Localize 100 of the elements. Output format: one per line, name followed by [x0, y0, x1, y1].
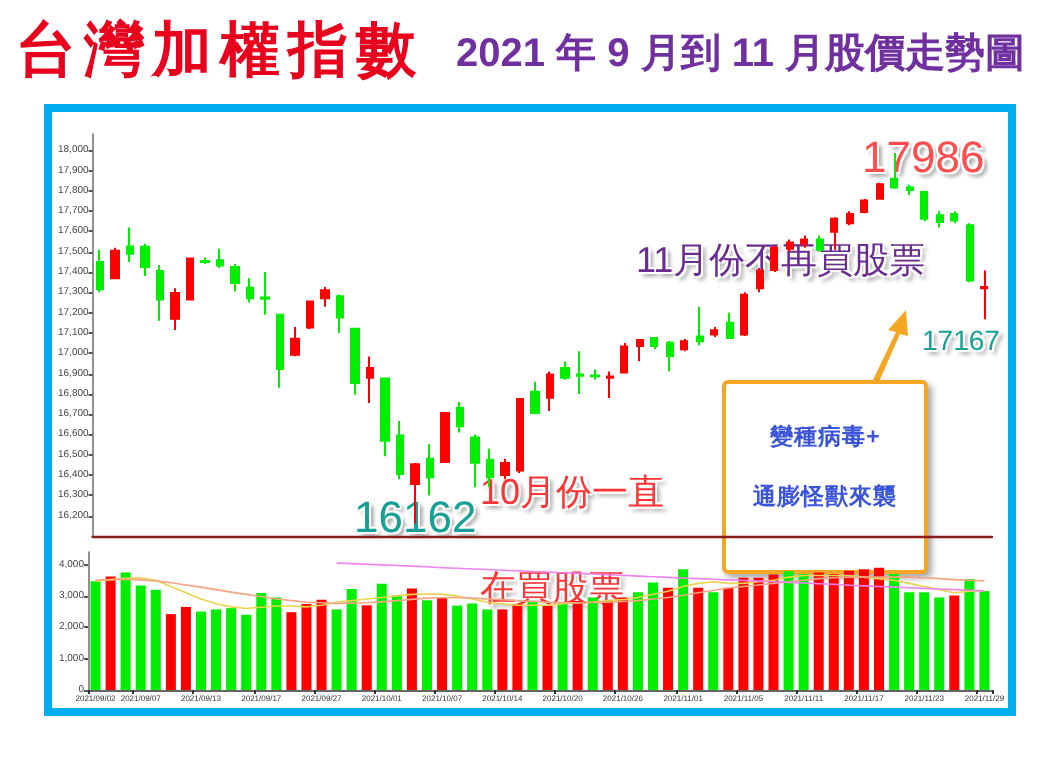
candlestick: [396, 419, 404, 481]
candlestick: [876, 181, 884, 200]
candlestick: [350, 326, 360, 396]
candlestick: [936, 210, 944, 229]
candlestick: [516, 396, 524, 475]
bar: [120, 572, 131, 690]
bar: [90, 581, 101, 690]
bar: [196, 611, 206, 690]
bar: [632, 592, 643, 690]
bar: [874, 567, 884, 690]
candlestick: [590, 368, 600, 381]
bar: [572, 600, 583, 690]
candlestick: [636, 338, 644, 363]
candlestick: [860, 197, 868, 215]
bar: [557, 604, 568, 690]
bar: [919, 592, 930, 690]
bar: [211, 609, 222, 690]
bar: [738, 577, 749, 690]
chart-title: 台灣加權指數: [16, 16, 424, 88]
bar: [226, 608, 237, 690]
candlestick: [126, 226, 134, 263]
candlestick: [680, 338, 688, 353]
bar: [422, 600, 432, 690]
bar: [858, 569, 869, 690]
bar: [376, 583, 387, 690]
bar: [828, 573, 839, 690]
bar: [316, 599, 327, 690]
candlestick: [366, 355, 374, 405]
candlestick: [980, 269, 988, 321]
bar: [693, 587, 704, 690]
candlestick: [170, 287, 180, 331]
candlestick: [246, 277, 254, 304]
bar: [964, 578, 975, 690]
bar: [949, 595, 960, 690]
candlestick: [186, 256, 194, 302]
bar: [452, 605, 463, 690]
bar: [482, 609, 493, 690]
candlestick: [666, 340, 674, 373]
bar: [180, 606, 191, 690]
candlestick: [290, 325, 300, 358]
bar: [708, 592, 719, 690]
candlestick: [500, 457, 510, 481]
candlestick: [440, 411, 450, 464]
bar: [361, 605, 372, 690]
bar: [889, 573, 900, 690]
candlestick: [200, 256, 210, 265]
annotation: 變種病毒+: [768, 422, 882, 454]
candlestick: [966, 222, 974, 284]
candlestick: [276, 312, 284, 389]
bar: [768, 574, 779, 690]
bar: [723, 587, 734, 690]
candlestick: [470, 433, 480, 489]
candlestick: [96, 248, 104, 294]
candlestick: [560, 360, 570, 381]
bar: [331, 609, 342, 690]
candlestick: [620, 342, 628, 375]
candlestick: [320, 285, 330, 308]
candlestick: [140, 242, 150, 278]
candlestick: [906, 183, 914, 196]
candlestick: [306, 299, 314, 330]
bar: [678, 569, 689, 690]
bar: [346, 589, 357, 690]
bar: [467, 603, 478, 690]
annotation: 16162: [354, 492, 477, 542]
candlestick: [156, 263, 164, 322]
annotation: 17986: [862, 132, 985, 182]
bar: [437, 597, 448, 690]
bar: [241, 614, 252, 690]
bar: [934, 597, 945, 690]
candlestick: [710, 325, 718, 339]
bar: [648, 582, 658, 690]
candlestick: [380, 376, 390, 458]
bar: [271, 597, 282, 690]
candlestick: [606, 370, 614, 399]
candlestick: [260, 271, 270, 316]
bar: [256, 593, 267, 690]
candlestick: [576, 350, 584, 395]
bar: [813, 572, 824, 690]
bar: [843, 570, 854, 690]
bar: [135, 585, 146, 690]
candlestick: [426, 443, 434, 497]
bar: [391, 595, 402, 690]
bar: [783, 571, 794, 690]
candlestick: [846, 210, 854, 227]
candlestick: [336, 293, 344, 334]
candlestick: [726, 311, 734, 341]
bar: [512, 604, 523, 690]
bar: [904, 592, 915, 690]
bar: [497, 609, 508, 690]
candlestick: [696, 305, 704, 347]
bar: [286, 612, 297, 690]
annotation: 17167: [922, 324, 1000, 356]
bar: [542, 605, 553, 690]
bar: [663, 587, 674, 690]
candlestick: [920, 189, 928, 223]
candlestick: [546, 370, 554, 412]
bar: [105, 576, 116, 690]
chart-subtitle: 2021 年 9 月到 11 月股價走勢圖: [456, 30, 1026, 80]
candlestick: [740, 291, 748, 338]
candlestick: [110, 246, 120, 281]
